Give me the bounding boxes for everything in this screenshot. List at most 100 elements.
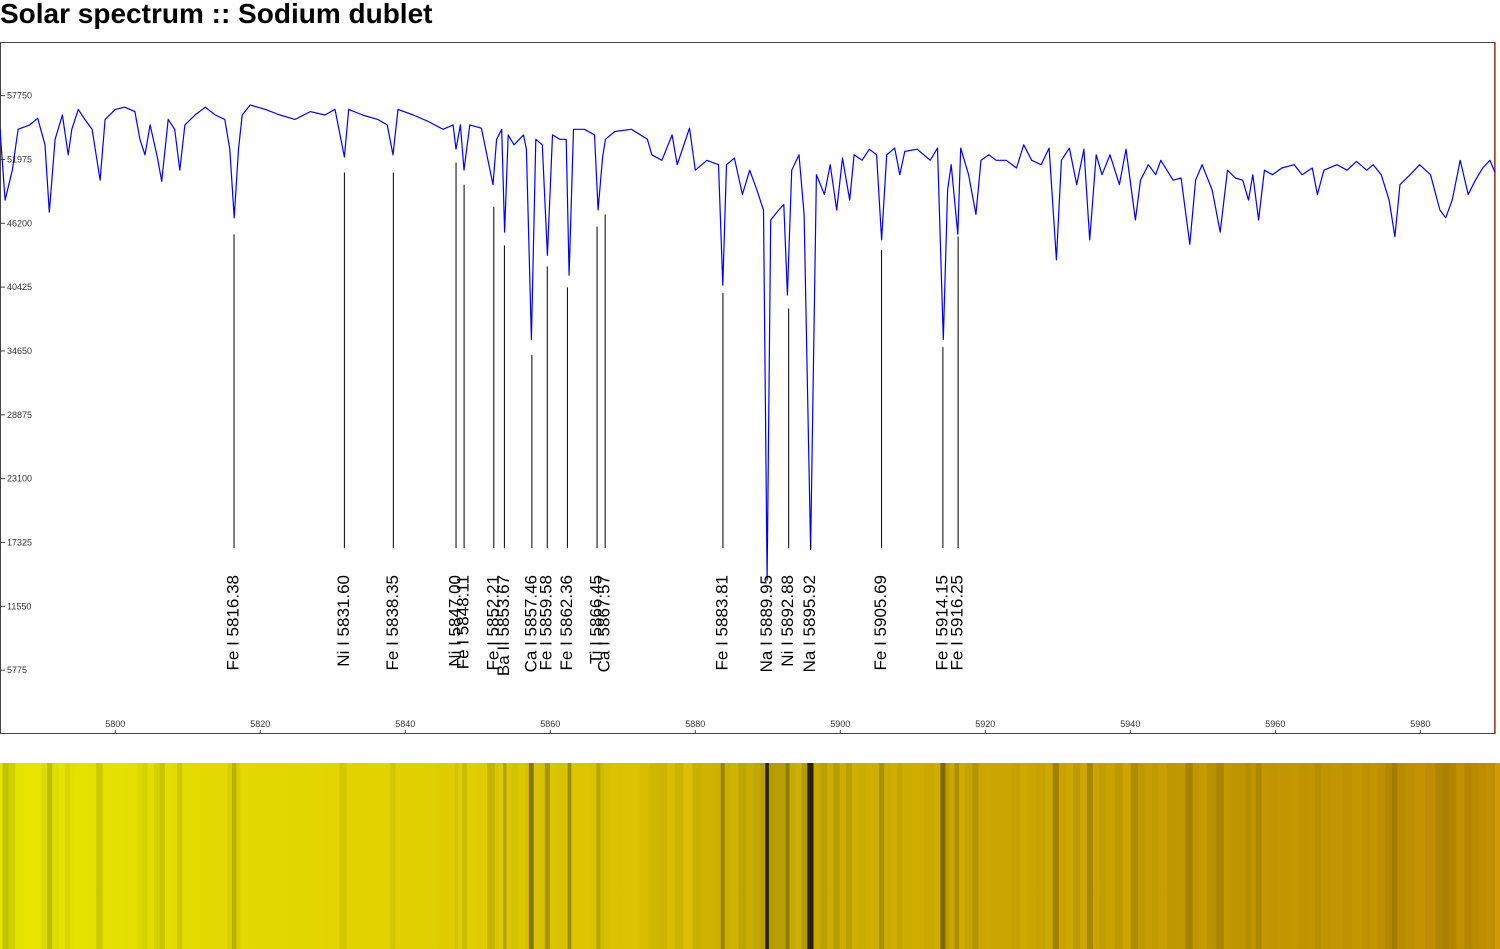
band-line (1314, 763, 1321, 949)
band-lines (2, 763, 1495, 949)
band-line (240, 763, 246, 949)
chart-title: Solar spectrum :: Sodium dublet (0, 0, 432, 29)
band-line (370, 763, 382, 949)
band-line (330, 763, 340, 949)
band-line (153, 763, 160, 949)
band-line (865, 763, 873, 949)
band-line (70, 763, 75, 949)
band-line (519, 763, 525, 949)
band-line (539, 763, 545, 949)
band-line (476, 763, 488, 949)
band-line (902, 763, 911, 949)
x-tick-label: 5960 (1265, 719, 1285, 729)
band-line (933, 763, 941, 949)
band-line (600, 763, 604, 949)
band-line (1298, 763, 1308, 949)
band-line (978, 763, 985, 949)
x-tick-label: 5880 (685, 719, 705, 729)
band-line (34, 763, 42, 949)
band-line (96, 763, 103, 949)
annotation-label: Fe I 5916.25 (948, 575, 967, 670)
band-line (724, 763, 731, 949)
band-line (503, 763, 507, 949)
band-line (1166, 763, 1178, 949)
band-line (1377, 763, 1386, 949)
band-line (458, 763, 462, 949)
band-line (142, 763, 148, 949)
band-line (1045, 763, 1053, 949)
band-line (923, 763, 934, 949)
band-line (1080, 763, 1087, 949)
band-line (1231, 763, 1240, 949)
band-line (972, 763, 979, 949)
band-line (656, 763, 668, 949)
band-line (730, 763, 739, 949)
x-tick-label: 5980 (1410, 719, 1430, 729)
x-tick-label: 5820 (250, 719, 270, 729)
band-line (567, 763, 572, 949)
band-line (1351, 763, 1362, 949)
band-line (273, 763, 288, 949)
band-line (1036, 763, 1046, 949)
band-line (1448, 763, 1457, 949)
band-line (59, 763, 66, 949)
band-line (813, 763, 821, 949)
x-tick-label: 5840 (395, 719, 415, 729)
band-line (1369, 763, 1378, 949)
band-line (421, 763, 436, 949)
band-line (872, 763, 880, 949)
y-tick-label: 17325 (7, 537, 32, 547)
band-line (524, 763, 529, 949)
band-line (890, 763, 898, 949)
annotation-label: Fe I 5816.38 (224, 575, 243, 670)
y-tick-label: 57750 (7, 91, 32, 101)
annotation-label: Ti I 5866.45 (587, 575, 606, 664)
band-line (1114, 763, 1123, 949)
band-line (801, 763, 808, 949)
band-line (667, 763, 675, 949)
band-line (227, 763, 233, 949)
band-line (1185, 763, 1193, 949)
band-line (1239, 763, 1246, 949)
band-line (1198, 763, 1208, 949)
band-line (954, 763, 960, 949)
band-line (964, 763, 973, 949)
annotation-label: Fe I 5838.35 (383, 575, 402, 670)
band-line (1058, 763, 1066, 949)
band-line (182, 763, 190, 949)
band-line (506, 763, 511, 949)
band-line (1099, 763, 1107, 949)
band-line (148, 763, 154, 949)
band-line (795, 763, 802, 949)
band-line (544, 763, 550, 949)
x-tick-label: 5940 (1120, 719, 1140, 729)
x-tick-label: 5800 (105, 719, 125, 729)
band-line (760, 763, 766, 949)
band-line (639, 763, 649, 949)
band-line (753, 763, 761, 949)
y-tick-label: 40425 (7, 282, 32, 292)
band-line (1361, 763, 1370, 949)
band-line (534, 763, 539, 949)
band-line (589, 763, 596, 949)
band-line (1052, 763, 1059, 949)
band-line (339, 763, 347, 949)
annotation-label: Ni I 5847.00 (446, 575, 465, 667)
band-line (858, 763, 866, 949)
band-line (712, 763, 721, 949)
band-line (1020, 763, 1028, 949)
band-line (499, 763, 503, 949)
band-line (1277, 763, 1289, 949)
band-line (82, 763, 89, 949)
band-line (579, 763, 590, 949)
annotation-label: Ni I 5831.60 (334, 575, 353, 667)
band-line (768, 763, 775, 949)
band-line (1385, 763, 1393, 949)
band-line (1464, 763, 1472, 949)
band-line (8, 763, 16, 949)
band-line (1471, 763, 1480, 949)
band-line (448, 763, 455, 949)
band-line (827, 763, 834, 949)
band-line (1130, 763, 1138, 949)
band-line (467, 763, 476, 949)
